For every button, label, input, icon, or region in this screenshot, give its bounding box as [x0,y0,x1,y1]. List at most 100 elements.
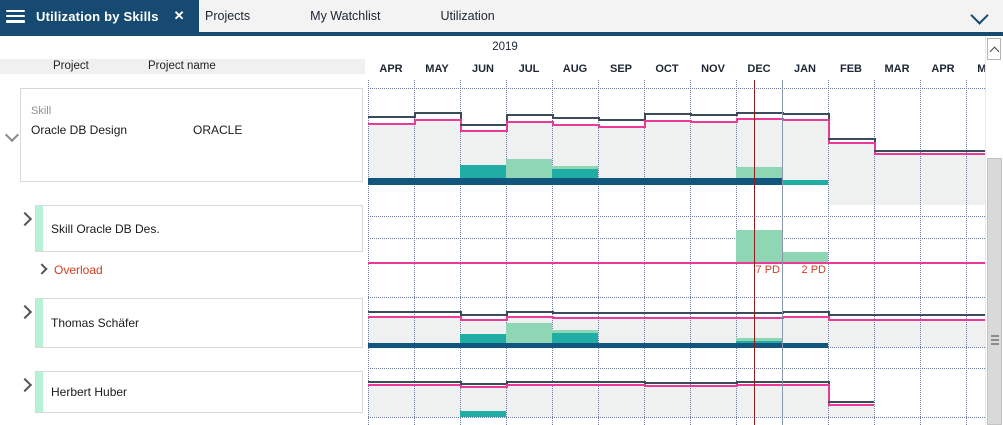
capacity-line-dark [920,314,966,316]
utilization-bar-teal[interactable] [460,411,506,417]
tab-my-watchlist[interactable]: My Watchlist [310,9,381,23]
reference-line [368,238,985,239]
vertical-scrollbar[interactable] [985,36,1003,425]
utilization-bar-mint[interactable] [506,159,552,178]
capacity-line-dark [690,114,736,116]
capacity-line-pink [368,384,414,386]
month-gridline [874,80,875,425]
utilization-fill [414,316,460,347]
row-thomas-schaefer[interactable]: Thomas Schäfer [35,298,363,348]
utilization-bar-mint[interactable] [782,252,828,262]
capacity-line-dark [368,116,414,118]
scrollbar-up-button[interactable] [987,38,1001,60]
column-header-project: Project [53,60,89,72]
utilization-bar-teal[interactable] [460,334,506,343]
utilization-fill [368,316,414,347]
thumb-grip-icon [991,339,999,341]
capacity-line-pink [966,153,985,155]
utilization-bar-mint[interactable] [552,330,598,333]
capacity-line-dark [506,311,552,313]
capacity-step-pink [414,119,416,125]
expand-chevron-skill-group[interactable] [4,127,20,143]
capacity-line-dark [736,312,782,314]
capacity-line-dark [460,383,506,385]
capacity-line-pink [414,384,460,386]
utilization-bar-mint[interactable] [736,338,782,341]
capacity-line-dark [460,124,506,126]
utilization-bar-mint[interactable] [506,323,552,343]
capacity-step-pink [736,118,738,123]
utilization-bar-mint[interactable] [736,230,782,262]
capacity-step-dark [506,114,508,126]
row-herbert-huber[interactable]: Herbert Huber [35,371,363,413]
capacity-step-pink [828,316,830,321]
month-gridline [506,80,507,425]
row-skill-oracle-db-des[interactable]: Skill Oracle DB Des. [35,205,363,252]
utilization-bar-teal[interactable] [460,165,506,178]
utilization-bar-teal[interactable] [736,341,782,343]
scrollbar-thumb[interactable] [987,158,1002,425]
utilization-fill [368,123,414,185]
capacity-line-dark [598,312,644,314]
chevron-down-icon[interactable] [970,6,989,25]
close-tab-icon[interactable]: ✕ [173,8,185,23]
booked-total-bar[interactable] [368,343,828,348]
utilization-bar-mint[interactable] [736,167,782,178]
capacity-line-pink [782,119,828,121]
capacity-line-pink [598,126,644,128]
chevron-up-icon [989,46,1000,57]
capacity-step-pink [644,120,646,128]
capacity-line-pink [828,142,874,144]
capacity-line-pink [874,153,920,155]
utilization-bar-teal[interactable] [552,333,598,343]
utilization-fill [414,384,460,417]
month-gridline [920,80,921,425]
month-label: MAY [977,63,985,75]
capacity-line-dark [368,381,414,383]
month-label: MAR [884,63,910,75]
expand-chevron-skill-oracle[interactable] [17,211,33,227]
capacity-line-pink [736,384,782,386]
capacity-line-pink [460,386,506,388]
tab-utilization-by-skills[interactable]: Utilization by Skills ✕ [0,0,199,32]
capacity-step-pink [828,119,830,144]
capacity-line-pink [782,384,828,386]
capacity-step-dark [460,311,462,316]
month-label: JAN [793,63,816,75]
expand-chevron-herbert-huber[interactable] [17,377,33,393]
tab-utilization[interactable]: Utilization [440,9,495,23]
capacity-step-dark [552,114,554,119]
row-project-name-value: ORACLE [193,123,243,137]
row-type-label: Skill [31,105,52,117]
row-baseline [368,262,985,264]
tab-projects[interactable]: Projects [205,9,251,23]
month-gridline [598,80,599,425]
row-label: Herbert Huber [51,385,128,399]
capacity-line-pink [368,316,414,318]
overload-link[interactable]: Overload [54,263,103,277]
tab-bar: Utilization by Skills ✕ Projects My Watc… [0,0,1003,32]
capacity-line-pink [598,317,644,319]
capacity-line-dark [368,311,414,313]
menu-icon[interactable] [6,9,25,23]
booked-total-bar[interactable] [368,178,782,185]
utilization-timeline-canvas[interactable]: 7 PD 2 PD APR MAY JUN JUL AUG SEP OCT NOV DEC JAN FE… [368,36,985,425]
capacity-line-dark [644,113,690,115]
utilization-bar-teal[interactable] [552,169,598,178]
utilization-bar-teal[interactable] [782,180,828,185]
utilization-bar-mint[interactable] [552,166,598,169]
capacity-line-dark [506,114,552,116]
utilization-fill [598,126,644,185]
capacity-line-dark [414,381,460,383]
capacity-step-pink [460,316,462,321]
utilization-fill [828,404,874,417]
expand-chevron-overload[interactable] [36,263,48,275]
capacity-line-dark [782,311,828,313]
expand-chevron-thomas-schaefer[interactable] [17,304,33,320]
capacity-step-pink [506,384,508,388]
month-gridline [828,80,829,425]
capacity-line-pink [506,384,552,386]
row-skill-oracle-db-design[interactable]: Skill Oracle DB Design ORACLE [20,88,363,182]
capacity-line-dark [414,112,460,114]
